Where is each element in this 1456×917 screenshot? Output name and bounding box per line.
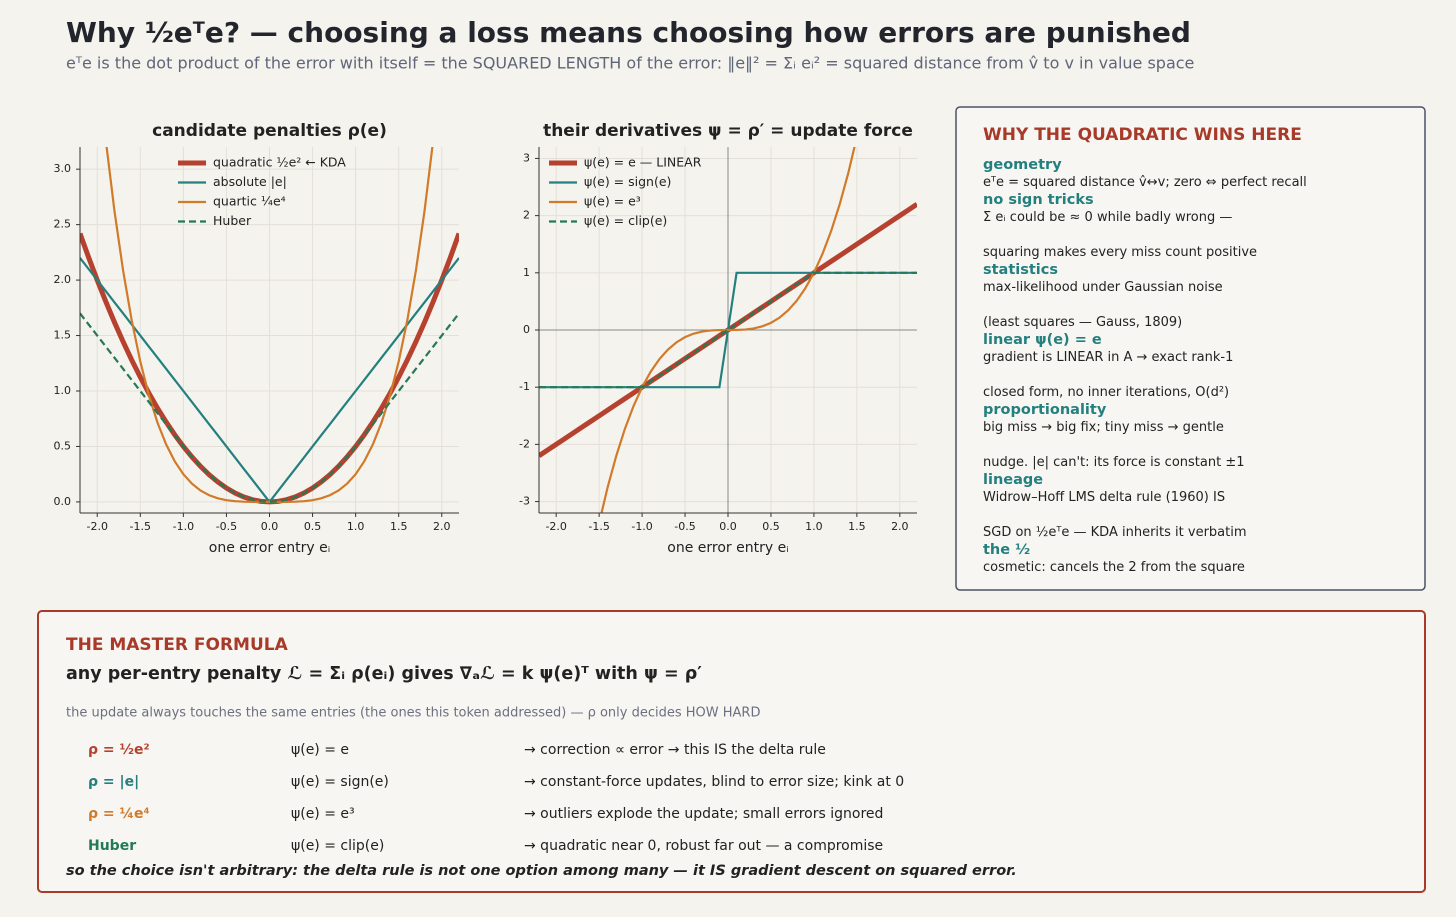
legend-label: ψ(e) = sign(e) — [584, 174, 671, 189]
row-penalty: ρ = ½e² — [88, 742, 150, 758]
x-tick-label: 0.5 — [762, 520, 780, 533]
page-title: Why ½eᵀe? — choosing a loss means choosi… — [66, 16, 1191, 49]
x-tick-label: -1.0 — [173, 520, 194, 533]
master-footer: so the choice isn't arbitrary: the delta… — [66, 863, 1017, 879]
section-line: eᵀe = squared distance v̂↔v; zero ⇔ perf… — [983, 175, 1307, 190]
x-tick-label: 1.0 — [805, 520, 823, 533]
legend-label: quadratic ½e² ← KDA — [213, 155, 346, 170]
plot-area — [80, 147, 459, 505]
y-tick-label: 1.5 — [54, 329, 72, 342]
section-heading: statistics — [983, 262, 1058, 278]
legend-label: quartic ¼e⁴ — [213, 194, 286, 209]
legend-label: absolute |e| — [213, 174, 287, 189]
row-derivative: ψ(e) = clip(e) — [291, 838, 384, 854]
section-line: cosmetic: cancels the 2 from the square — [983, 560, 1245, 575]
y-tick-label: 2 — [523, 209, 530, 222]
series-line — [600, 147, 856, 513]
row-effect: → constant-force updates, blind to error… — [524, 774, 904, 790]
side-panel — [955, 106, 1426, 591]
section-line: nudge. |e| can't: its force is constant … — [983, 455, 1244, 470]
chart-title: candidate penalties ρ(e) — [152, 121, 387, 141]
panel-title: WHY THE QUADRATIC WINS HERE — [983, 125, 1302, 145]
section-line: squaring makes every miss count positive — [983, 245, 1257, 260]
x-axis-label: one error entry eᵢ — [667, 540, 788, 556]
row-effect: → correction ∝ error → this IS the delta… — [524, 742, 826, 758]
chart-title: their derivatives ψ = ρ′ = update force — [543, 121, 913, 141]
row-derivative: ψ(e) = sign(e) — [291, 774, 389, 790]
y-tick-label: 1 — [523, 266, 530, 279]
x-tick-label: 1.5 — [390, 520, 408, 533]
section-line: big miss → big fix; tiny miss → gentle — [983, 420, 1224, 435]
y-tick-label: 0.0 — [54, 495, 72, 508]
x-tick-label: -2.0 — [86, 520, 107, 533]
x-tick-label: 2.0 — [891, 520, 909, 533]
row-penalty: Huber — [88, 838, 136, 854]
row-derivative: ψ(e) = e³ — [291, 806, 355, 822]
row-effect: → quadratic near 0, robust far out — a c… — [524, 838, 883, 854]
section-line: closed form, no inner iterations, O(d²) — [983, 385, 1229, 400]
row-derivative: ψ(e) = e — [291, 742, 349, 758]
master-box — [37, 610, 1426, 893]
section-heading: proportionality — [983, 402, 1107, 418]
x-tick-label: 1.5 — [848, 520, 866, 533]
legend-label: ψ(e) = e — LINEAR — [584, 155, 702, 170]
x-tick-label: -1.0 — [631, 520, 652, 533]
y-tick-label: 0.5 — [54, 439, 72, 452]
series-line — [105, 147, 434, 504]
y-tick-label: -1 — [519, 380, 530, 393]
plot-area — [539, 147, 917, 513]
x-tick-label: -2.0 — [545, 520, 566, 533]
section-line: Σ eᵢ could be ≈ 0 while badly wrong — — [983, 210, 1232, 225]
x-tick-label: -1.5 — [588, 520, 609, 533]
y-tick-label: 1.0 — [54, 384, 72, 397]
legend-label: Huber — [213, 213, 252, 228]
y-tick-label: 3 — [523, 151, 530, 164]
y-tick-label: 3.0 — [54, 162, 72, 175]
section-heading: geometry — [983, 157, 1062, 173]
section-heading: linear ψ(e) = e — [983, 332, 1102, 348]
master-note: the update always touches the same entri… — [66, 706, 760, 721]
series-line — [80, 312, 459, 504]
legend-label: ψ(e) = e³ — [584, 194, 641, 209]
x-tick-label: 1.0 — [347, 520, 365, 533]
y-tick-label: -3 — [519, 495, 530, 508]
x-axis-label: one error entry eᵢ — [209, 540, 330, 556]
legend-label: ψ(e) = clip(e) — [584, 213, 667, 228]
section-line: SGD on ½eᵀe — KDA inherits it verbatim — [983, 525, 1247, 540]
section-heading: no sign tricks — [983, 192, 1094, 208]
x-tick-label: 2.0 — [433, 520, 451, 533]
x-tick-label: 0.5 — [304, 520, 322, 533]
y-tick-label: 2.0 — [54, 273, 72, 286]
x-tick-label: -0.5 — [216, 520, 237, 533]
row-penalty: ρ = |e| — [88, 774, 139, 790]
x-tick-label: -0.5 — [674, 520, 695, 533]
row-penalty: ρ = ¼e⁴ — [88, 806, 150, 822]
master-title: THE MASTER FORMULA — [66, 635, 289, 655]
section-line: gradient is LINEAR in A → exact rank-1 — [983, 350, 1233, 365]
section-heading: the ½ — [983, 542, 1030, 558]
x-tick-label: 0.0 — [261, 520, 279, 533]
row-effect: → outliers explode the update; small err… — [524, 806, 883, 822]
page-subtitle: eᵀe is the dot product of the error with… — [66, 54, 1194, 73]
section-line: Widrow–Hoff LMS delta rule (1960) IS — [983, 490, 1225, 505]
section-line: max-likelihood under Gaussian noise — [983, 280, 1223, 295]
y-tick-label: -2 — [519, 437, 530, 450]
master-formula: any per-entry penalty ℒ = Σᵢ ρ(eᵢ) gives… — [66, 664, 702, 684]
section-heading: lineage — [983, 472, 1043, 488]
y-tick-label: 0 — [523, 323, 530, 336]
section-line: (least squares — Gauss, 1809) — [983, 315, 1182, 330]
x-tick-label: 0.0 — [719, 520, 737, 533]
y-tick-label: 2.5 — [54, 218, 72, 231]
x-tick-label: -1.5 — [130, 520, 151, 533]
